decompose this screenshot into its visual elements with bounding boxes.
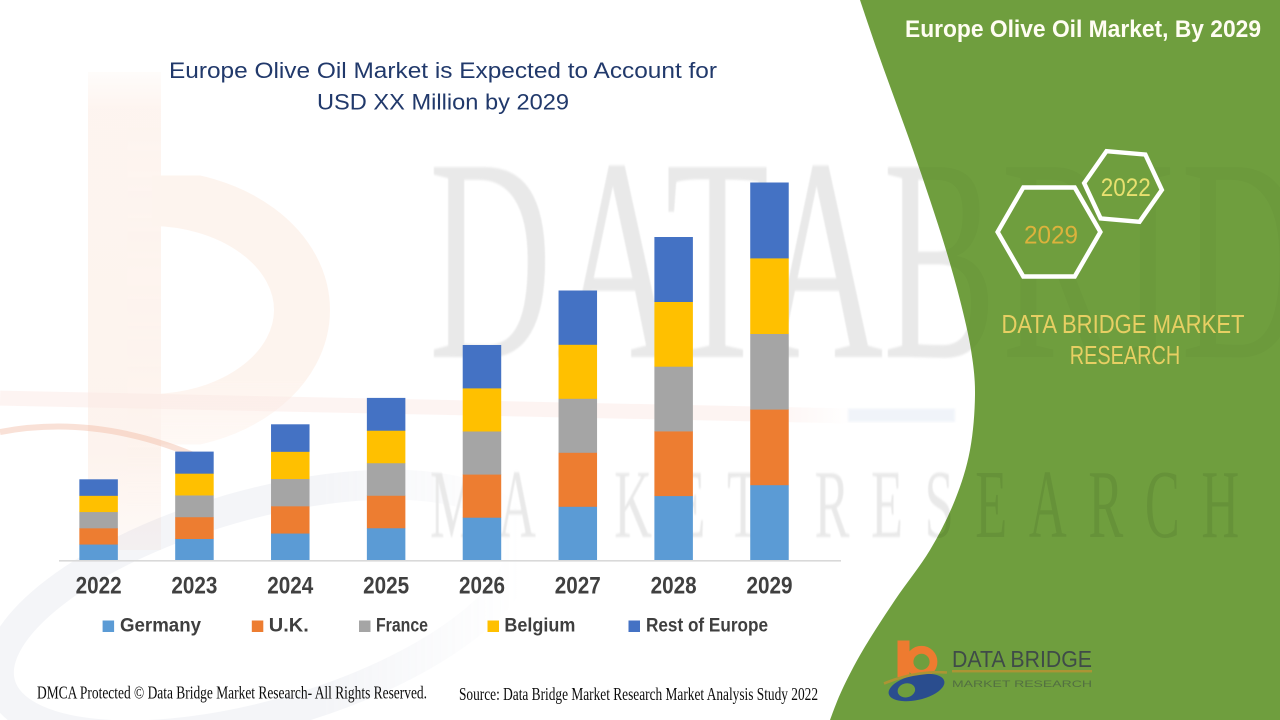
svg-text:Belgium: Belgium — [504, 615, 575, 637]
svg-text:France: France — [376, 615, 428, 637]
svg-text:2029: 2029 — [747, 573, 793, 600]
svg-text:MARKET RESEARCH: MARKET RESEARCH — [952, 679, 1092, 690]
svg-text:2029: 2029 — [1024, 221, 1078, 249]
svg-text:Europe Olive Oil Market, By 20: Europe Olive Oil Market, By 2029 — [905, 16, 1261, 43]
svg-text:2026: 2026 — [459, 573, 505, 600]
svg-text:DMCA Protected © Data Bridge M: DMCA Protected © Data Bridge Market Rese… — [37, 683, 427, 703]
svg-text:U.K.: U.K. — [269, 615, 309, 637]
svg-text:DATA BRIDGE MARKET: DATA BRIDGE MARKET — [1002, 309, 1245, 339]
svg-text:2028: 2028 — [651, 573, 697, 600]
svg-text:Europe Olive Oil Market is Exp: Europe Olive Oil Market is Expected to A… — [169, 58, 717, 83]
svg-text:Germany: Germany — [120, 615, 201, 637]
svg-text:Rest of Europe: Rest of Europe — [646, 615, 768, 637]
svg-text:2024: 2024 — [267, 573, 313, 600]
svg-text:RESEARCH: RESEARCH — [1070, 340, 1181, 370]
svg-text:DATA BRIDGE: DATA BRIDGE — [952, 646, 1092, 672]
svg-text:2025: 2025 — [363, 573, 409, 600]
svg-text:2022: 2022 — [76, 573, 122, 600]
svg-text:2027: 2027 — [555, 573, 601, 600]
svg-text:USD XX Million by 2029: USD XX Million by 2029 — [317, 90, 569, 115]
svg-text:Source: Data Bridge Market Res: Source: Data Bridge Market Research Mark… — [459, 684, 818, 704]
svg-text:2023: 2023 — [171, 573, 217, 600]
svg-text:2022: 2022 — [1101, 174, 1151, 202]
